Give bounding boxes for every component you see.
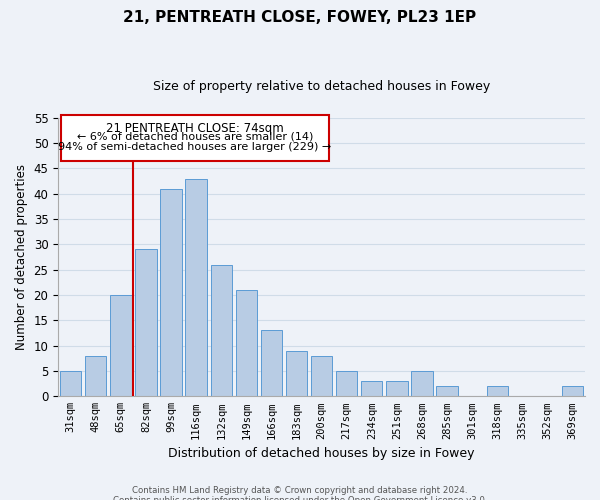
Text: 21, PENTREATH CLOSE, FOWEY, PL23 1EP: 21, PENTREATH CLOSE, FOWEY, PL23 1EP	[124, 10, 476, 25]
Bar	[60, 371, 82, 396]
Bar	[261, 330, 282, 396]
Title: Size of property relative to detached houses in Fowey: Size of property relative to detached ho…	[153, 80, 490, 93]
Bar	[411, 371, 433, 396]
Bar	[211, 264, 232, 396]
Bar	[160, 188, 182, 396]
Text: ← 6% of detached houses are smaller (14): ← 6% of detached houses are smaller (14)	[77, 132, 313, 142]
Bar	[135, 250, 157, 396]
Bar	[236, 290, 257, 397]
Bar	[311, 356, 332, 397]
X-axis label: Distribution of detached houses by size in Fowey: Distribution of detached houses by size …	[169, 447, 475, 460]
Bar	[386, 381, 407, 396]
Y-axis label: Number of detached properties: Number of detached properties	[15, 164, 28, 350]
Bar	[85, 356, 106, 397]
Bar	[286, 350, 307, 397]
Bar	[110, 295, 131, 396]
Text: Contains public sector information licensed under the Open Government Licence v3: Contains public sector information licen…	[113, 496, 487, 500]
Bar	[487, 386, 508, 396]
Bar	[361, 381, 382, 396]
Text: Contains HM Land Registry data © Crown copyright and database right 2024.: Contains HM Land Registry data © Crown c…	[132, 486, 468, 495]
Text: 21 PENTREATH CLOSE: 74sqm: 21 PENTREATH CLOSE: 74sqm	[106, 122, 284, 135]
Bar	[336, 371, 358, 396]
Bar	[185, 178, 207, 396]
FancyBboxPatch shape	[61, 115, 329, 161]
Text: 94% of semi-detached houses are larger (229) →: 94% of semi-detached houses are larger (…	[58, 142, 332, 152]
Bar	[562, 386, 583, 396]
Bar	[436, 386, 458, 396]
